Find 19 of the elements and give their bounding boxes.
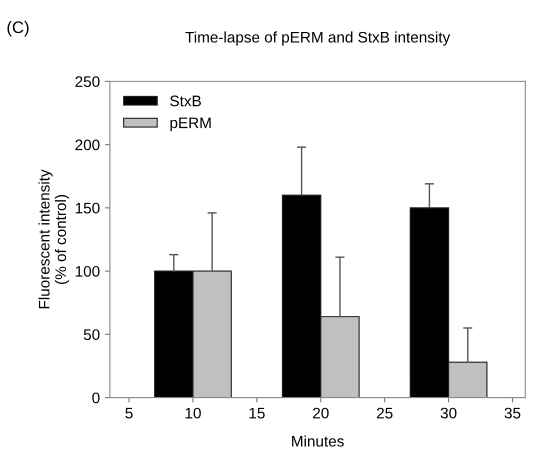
x-tick-label: 20 — [313, 408, 329, 419]
chart-title: Time-lapse of pERM and StxB intensity — [185, 31, 450, 46]
y-tick-label: 200 — [75, 139, 100, 150]
legend-label: StxB — [170, 96, 201, 106]
x-tick-label: 10 — [186, 408, 201, 419]
legend-label: pERM — [170, 118, 211, 132]
x-tick-label: 15 — [250, 408, 265, 419]
y-tick-label: 50 — [84, 329, 100, 340]
y-tick-label: 0 — [92, 392, 100, 404]
x-tick-label: 5 — [125, 408, 133, 419]
y-tick-label: 250 — [75, 76, 100, 88]
y-axis-title: Fluorescent intensity (% of control) — [38, 169, 70, 308]
x-axis-title: Minutes — [292, 435, 344, 447]
y-tick-label: 150 — [76, 202, 100, 214]
x-tick-label: 25 — [376, 408, 393, 419]
x-tick-label: 35 — [504, 408, 520, 419]
x-tick-label: 30 — [440, 408, 456, 419]
y-tick-label: 100 — [76, 266, 100, 277]
text: (C) — [7, 20, 29, 36]
